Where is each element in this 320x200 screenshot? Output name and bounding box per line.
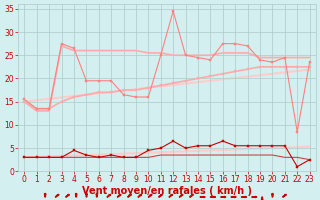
X-axis label: Vent moyen/en rafales ( km/h ): Vent moyen/en rafales ( km/h ) [82, 186, 252, 196]
